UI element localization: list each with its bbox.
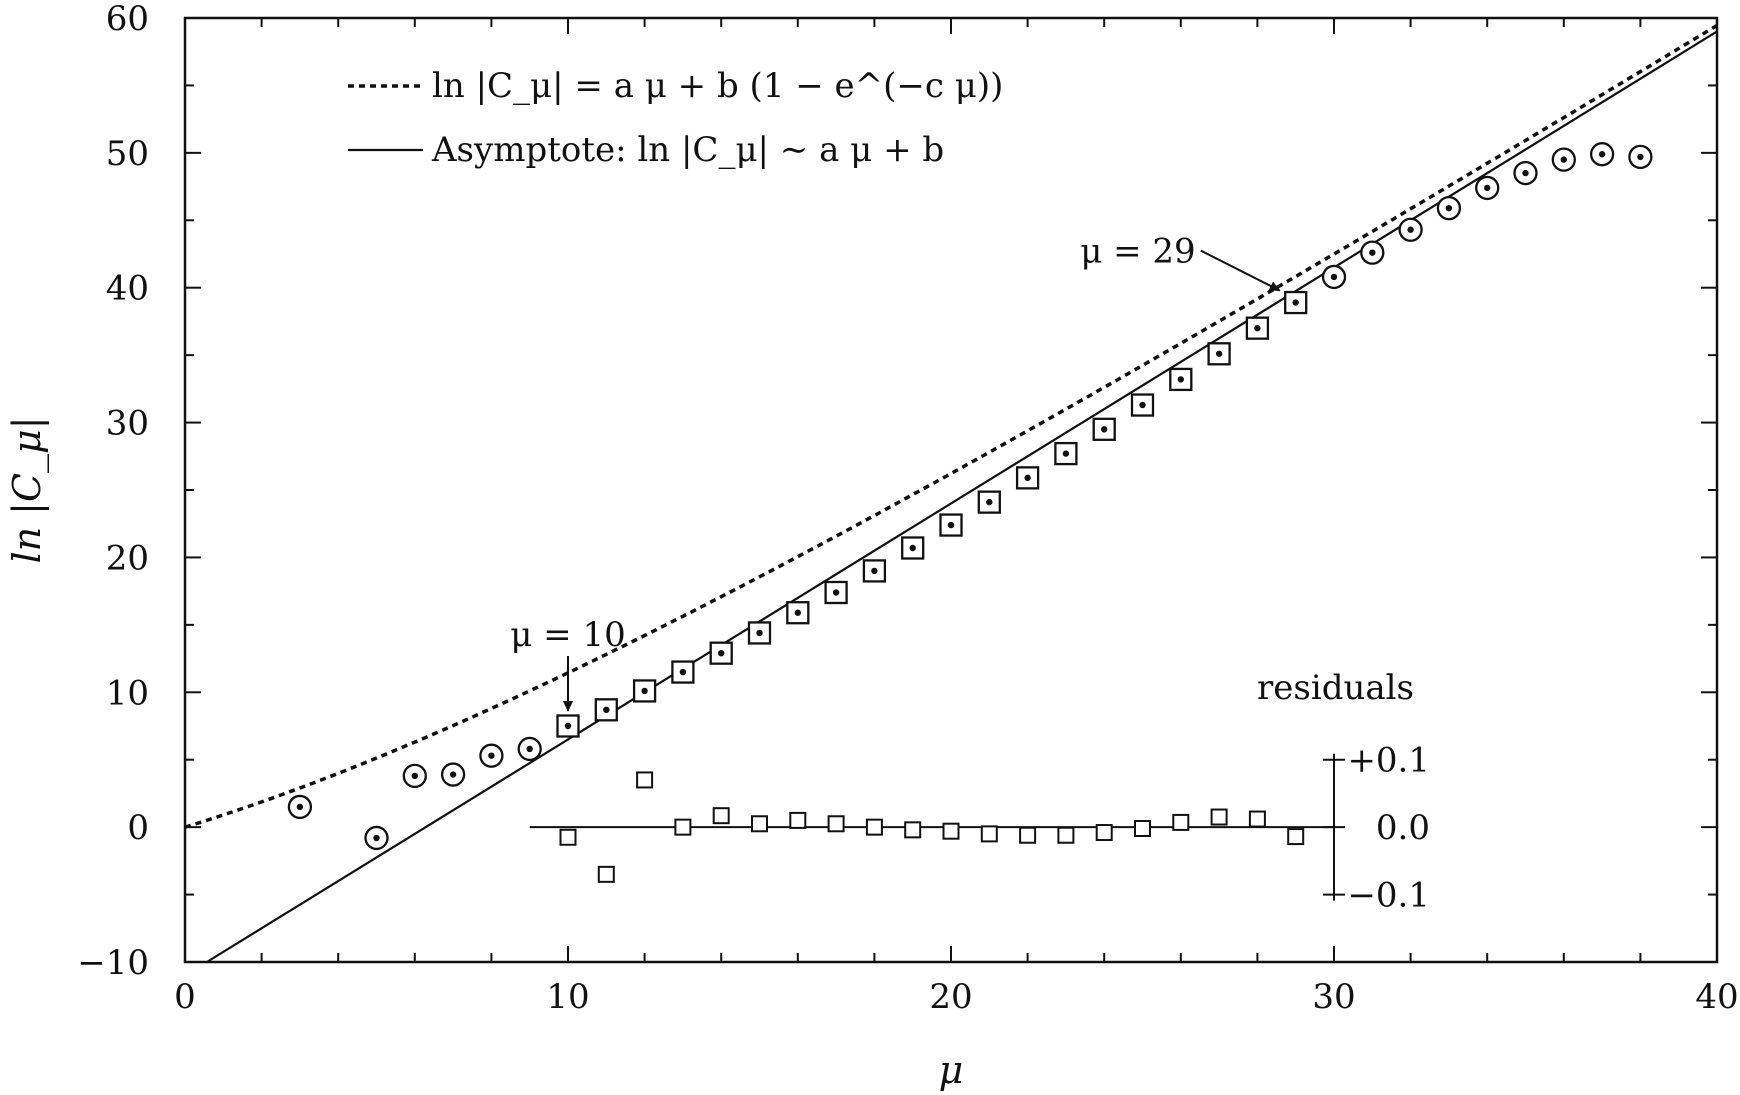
annotation-mu-29-label: μ = 29	[1080, 232, 1195, 272]
point-dot	[718, 649, 725, 657]
residual-point	[751, 815, 768, 833]
y-tick-label: 20	[106, 538, 149, 578]
residual-point	[1019, 826, 1037, 844]
axis-tick-labels: 0 10 20 30 40 −10 0 10 20 30 40 50 60	[77, 0, 1738, 1017]
residual-point	[636, 771, 654, 789]
point-dot	[1522, 169, 1529, 177]
residual-point	[559, 828, 577, 846]
point-dot	[1254, 324, 1261, 332]
point-dot	[411, 772, 418, 780]
y-axis-title: ln |C_μ|	[5, 416, 50, 563]
residual-point	[1287, 828, 1305, 846]
residual-point	[1172, 813, 1190, 831]
residual-title: residuals	[1257, 668, 1414, 708]
point-dot	[986, 498, 993, 506]
residual-point	[980, 825, 998, 843]
x-tick-label: 40	[1695, 977, 1738, 1017]
point-dot	[679, 668, 687, 676]
data-points	[287, 142, 1653, 851]
point-dot	[794, 609, 801, 616]
y-tick-label: 50	[106, 134, 149, 174]
residual-tick-label: −0.1	[1347, 876, 1430, 916]
residual-point	[1057, 826, 1075, 844]
y-tick-label: 30	[106, 404, 149, 444]
point-dot	[1598, 151, 1606, 158]
x-axis-title: μ	[939, 1048, 964, 1092]
residual-point	[827, 815, 845, 833]
point-dot	[1369, 249, 1376, 256]
point-dot	[603, 706, 610, 714]
legend-asymptote-label: Asymptote: ln |C_μ| ∼ a μ + b	[431, 130, 944, 170]
asymptote-line	[206, 30, 1718, 963]
point-dot	[1292, 299, 1299, 306]
plot-frame	[183, 16, 1719, 964]
point-dot	[756, 629, 763, 637]
x-tick-label: 20	[929, 977, 972, 1017]
point-dot	[871, 567, 878, 575]
point-dot	[526, 745, 533, 753]
residual-point	[1248, 810, 1266, 828]
x-tick-label: 10	[546, 977, 589, 1017]
point-dot	[947, 521, 955, 529]
x-tick-label: 0	[174, 977, 196, 1017]
residual-point	[597, 865, 615, 883]
annotations: μ = 10 μ = 29	[510, 232, 1281, 712]
annotation-mu-10-label: μ = 10	[510, 615, 625, 655]
y-tick-label: −10	[77, 943, 149, 983]
fit-curve-group	[184, 23, 1718, 829]
axis-ticks	[184, 17, 1718, 963]
legend-fit-label: ln |C_μ| = a μ + b (1 − e^(−c μ))	[432, 66, 1003, 106]
point-dot	[449, 771, 457, 778]
x-tick-label: 30	[1312, 977, 1355, 1017]
y-tick-label: 10	[106, 673, 149, 713]
y-tick-label: 60	[106, 0, 149, 39]
residual-point	[1134, 819, 1151, 837]
point-dot	[1215, 350, 1223, 357]
point-dot	[1101, 426, 1108, 433]
point-dot	[1560, 156, 1568, 163]
point-dot	[1407, 226, 1414, 233]
point-dot	[1024, 474, 1031, 482]
point-dot	[1484, 184, 1491, 192]
point-dot	[296, 803, 304, 811]
point-dot	[1062, 450, 1070, 457]
point-dot	[564, 722, 572, 730]
point-dot	[1445, 204, 1453, 212]
residual-point	[942, 822, 960, 840]
y-tick-label: 40	[106, 269, 149, 309]
residual-point	[712, 807, 730, 825]
point-dot	[1139, 401, 1146, 409]
point-dot	[1637, 153, 1644, 161]
residual-tick-label: 0.0	[1376, 808, 1430, 848]
point-dot	[1177, 376, 1185, 383]
point-dot	[832, 589, 840, 596]
residual-point	[1210, 808, 1228, 826]
point-dot	[373, 834, 380, 842]
plot-frame-group	[183, 16, 1719, 964]
point-dot	[1330, 273, 1338, 281]
point-dot	[488, 752, 495, 759]
residual-point	[865, 818, 883, 836]
residual-tick-label: +0.1	[1347, 741, 1430, 781]
residual-point	[789, 811, 807, 829]
residual-point	[674, 818, 692, 836]
annotation-mu-29-arrow	[1200, 249, 1281, 292]
point-dot	[909, 544, 916, 552]
asymptote-path	[206, 30, 1718, 963]
y-tick-label: 0	[127, 808, 149, 848]
residual-point	[1095, 824, 1113, 842]
legend: ln |C_μ| = a μ + b (1 − e^(−c μ)) Asympt…	[348, 66, 1003, 170]
fit-curve	[184, 23, 1718, 829]
point-dot	[641, 687, 648, 695]
residual-point	[904, 821, 922, 839]
residual-panel: +0.1 0.0 −0.1 residuals	[529, 668, 1430, 916]
